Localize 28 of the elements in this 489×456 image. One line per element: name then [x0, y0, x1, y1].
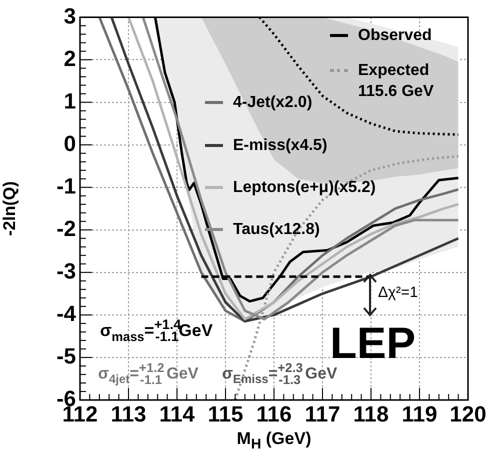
legend-label: Leptons(e+μ)(x5.2): [233, 178, 377, 198]
y-tick-label: -2: [56, 216, 76, 241]
x-tick-label: 116: [256, 401, 292, 426]
x-tick-label: 115: [208, 401, 244, 426]
legend-label: Taus(x12.8): [233, 220, 321, 240]
x-tick-label: 117: [304, 401, 340, 426]
annotation: σ$_{4jet}$=$^{+1.2}$$_{-1.1}$ GeV: [98, 360, 198, 386]
y-tick-label: 2: [64, 46, 76, 71]
legend-label: E-miss(x4.5): [233, 136, 328, 156]
legend-label: Expected 115.6 GeV: [358, 61, 435, 102]
y-tick-label: -1: [56, 173, 76, 198]
y-tick-label: -4: [56, 300, 77, 326]
x-tick-label: 120: [450, 401, 486, 426]
y-tick-label: -3: [56, 258, 76, 284]
x-tick-label: 113: [110, 401, 146, 426]
legend-label: Observed: [358, 26, 433, 46]
annotation: Δχ²=1: [378, 284, 418, 301]
legend-label: 4-Jet(x2.0): [233, 94, 312, 111]
y-tick-label: 3: [64, 3, 76, 28]
y-tick-label: 1: [64, 88, 76, 114]
x-tick-label: 119: [402, 401, 438, 426]
y-tick-label: 0: [64, 130, 76, 156]
x-tick-label: 114: [159, 401, 196, 426]
y-tick-label: -5: [56, 344, 76, 369]
annotation: σ$_{mass}$=$^{+1.4}$$_{-1.1}$GeV: [100, 317, 213, 344]
y-axis-title: -2ln(Q): [0, 181, 19, 236]
x-tick-label: 118: [353, 401, 389, 426]
x-axis-title: M$_{H}$ (GeV): [236, 429, 312, 452]
